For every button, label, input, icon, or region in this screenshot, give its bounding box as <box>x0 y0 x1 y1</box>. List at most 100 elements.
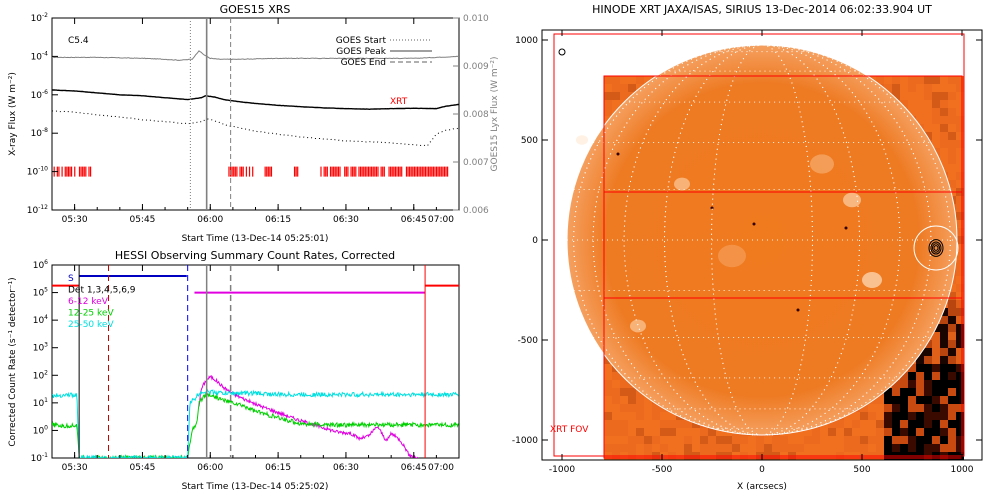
longitude-line <box>711 44 813 436</box>
xrt-offlimb-pixel <box>668 420 676 428</box>
xrt-coverage-tick <box>329 166 332 177</box>
xrt-offlimb-pixel <box>652 436 660 444</box>
xrt-coverage-tick <box>347 166 349 177</box>
xrt-offlimb-pixel <box>932 428 940 436</box>
xrt-offlimb-pixel <box>916 420 924 428</box>
y-tick-exponent: 3 <box>44 342 48 349</box>
xrt-offlimb-pixel <box>612 396 620 404</box>
xrt-offlimb-pixel <box>788 436 796 444</box>
xrt-offlimb-pixel <box>884 420 892 428</box>
xrt-offlimb-pixel <box>916 364 924 372</box>
xrt-offlimb-pixel <box>956 84 964 92</box>
xrt-offlimb-pixel <box>908 108 916 116</box>
xrt-offlimb-pixel <box>604 420 612 428</box>
xrt-coverage-tick <box>344 166 346 177</box>
xrt-offlimb-pixel <box>788 444 796 452</box>
xrt-overlays <box>553 33 965 459</box>
xrt-coverage-tick <box>345 166 347 177</box>
xrt-coverage-tick <box>266 166 268 177</box>
xrt-offlimb-pixel <box>956 404 964 412</box>
flare-contour <box>930 241 942 255</box>
y-tick-label: 10-4 <box>31 50 49 62</box>
xrt-offlimb-pixel <box>948 340 956 348</box>
xrt-offlimb-pixel <box>948 404 956 412</box>
xrt-coverage-tick <box>234 166 236 177</box>
xrt-offlimb-pixel <box>644 412 652 420</box>
xrt-offlimb-pixel <box>932 372 940 380</box>
xrt-coverage-tick <box>352 166 354 177</box>
xrt-offlimb-pixel <box>892 380 900 388</box>
xrt-offlimb-pixel <box>716 436 724 444</box>
dark-spot <box>616 152 620 156</box>
xrt-offlimb-pixel <box>604 444 612 452</box>
xrt-coverage-tick <box>355 166 357 177</box>
xrt-coverage-tick <box>236 166 238 177</box>
xrt-coverage-tick <box>407 166 409 177</box>
xrt-offlimb-pixel <box>876 444 884 452</box>
y-tick-label: -1000 <box>512 436 538 446</box>
right-y-tick-label: 0.009 <box>463 62 489 72</box>
xrt-offlimb-pixel <box>932 404 940 412</box>
xrt-offlimb-pixel <box>660 444 668 452</box>
xrt-coverage-tick <box>432 166 434 177</box>
xrt-offlimb-pixel <box>612 92 620 100</box>
xrt-offlimb-pixel <box>908 396 916 404</box>
xrt-offlimb-pixel <box>892 92 900 100</box>
xrt-offlimb-pixel <box>612 404 620 412</box>
xrt-offlimb-pixel <box>932 100 940 108</box>
xrt-coverage-tick <box>85 166 87 177</box>
xrt-offlimb-pixel <box>628 76 636 84</box>
dark-spot <box>796 308 800 312</box>
xrt-offlimb-pixel <box>748 444 756 452</box>
xrt-offlimb-pixel <box>612 412 620 420</box>
xrt-offlimb-pixel <box>900 388 908 396</box>
xrt-coverage-tick <box>241 166 243 177</box>
xrt-offlimb-pixel <box>908 92 916 100</box>
xrt-offlimb-pixel <box>820 444 828 452</box>
y-tick-label: 10-6 <box>31 89 49 101</box>
xrt-offlimb-pixel <box>940 420 948 428</box>
xrt-offlimb-pixel <box>924 124 932 132</box>
xrt-offlimb-pixel <box>876 428 884 436</box>
xrt-offlimb-pixel <box>884 388 892 396</box>
xrt-offlimb-pixel <box>932 132 940 140</box>
xrt-offlimb-pixel <box>692 436 700 444</box>
xrt-coverage-tick <box>295 166 297 177</box>
xrt-offlimb-pixel <box>604 436 612 444</box>
xrt-coverage-tick <box>323 166 325 177</box>
xrt-offlimb-pixel <box>916 116 924 124</box>
xrt-offlimb-pixel <box>892 420 900 428</box>
xrt-offlimb-pixel <box>636 444 644 452</box>
goes-x-axis: 05:30 05:45 06:00 06:15 06:30 06:45 07:00 <box>51 18 460 225</box>
xrt-offlimb-pixel <box>932 140 940 148</box>
xrt-offlimb-pixel <box>860 444 868 452</box>
hessi-series-0 <box>198 375 419 458</box>
xrt-offlimb-pixel <box>756 444 764 452</box>
xrt-offlimb-pixel <box>628 412 636 420</box>
xrt-offlimb-pixel <box>924 396 932 404</box>
xrt-offlimb-pixel <box>708 444 716 452</box>
xrt-offlimb-pixel <box>948 332 956 340</box>
xrt-coverage-tick <box>410 166 412 177</box>
xrt-offlimb-pixel <box>924 412 932 420</box>
xrt-offlimb-pixel <box>868 420 876 428</box>
xrt-offlimb-pixel <box>644 428 652 436</box>
y-tick-label: 10-10 <box>27 166 48 178</box>
xrt-offlimb-pixel <box>860 404 868 412</box>
xrt-offlimb-pixel <box>868 436 876 444</box>
xrt-offlimb-pixel <box>660 436 668 444</box>
xrt-coverage-tick <box>439 166 441 177</box>
xrt-coverage-tick <box>369 166 371 177</box>
xrt-offlimb-pixel <box>948 412 956 420</box>
y-tick-exponent: -4 <box>42 50 48 57</box>
xrt-coverage-tick <box>331 166 333 177</box>
xrt-offlimb-pixel <box>924 388 932 396</box>
xrt-offlimb-pixel <box>756 436 764 444</box>
xrt-offlimb-pixel <box>612 372 620 380</box>
xrt-coverage-tick <box>364 166 366 177</box>
active-region <box>674 177 690 191</box>
y-tick-label: 103 <box>33 342 48 354</box>
xrt-offlimb-pixel <box>676 428 684 436</box>
goes-legend-peak: GOES Peak <box>336 47 386 57</box>
